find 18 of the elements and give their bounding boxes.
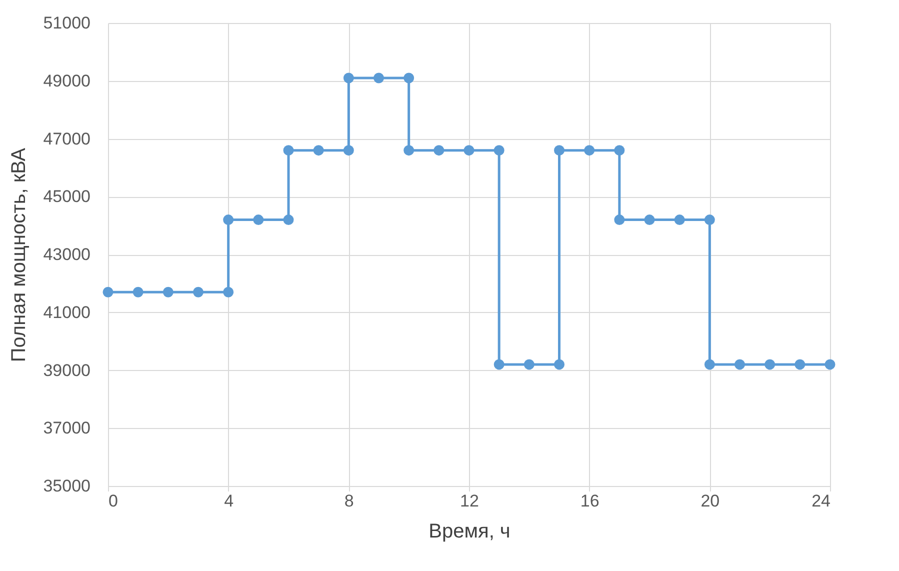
- y-tick-label: 39000: [43, 360, 90, 380]
- x-axis-title: Время, ч: [428, 520, 510, 542]
- y-tick-label: 43000: [43, 245, 90, 264]
- x-tick-label: 0: [108, 492, 118, 510]
- y-tick-label: 41000: [43, 302, 90, 322]
- x-tick-label: 8: [344, 492, 354, 510]
- y-tick-label: 47000: [43, 129, 90, 148]
- x-tick-label: 20: [700, 492, 720, 510]
- y-tick-label: 45000: [43, 187, 90, 206]
- y-tick-label: 51000: [43, 14, 90, 32]
- x-tick-label: 24: [812, 492, 830, 510]
- x-tick-label: 16: [580, 492, 600, 510]
- x-tick-label: 4: [224, 492, 234, 510]
- y-tick-label: 37000: [43, 418, 90, 438]
- y-axis-title: Полная мощность, кВА: [8, 147, 30, 362]
- y-tick-label: 35000: [43, 476, 90, 496]
- y-tick-label: 49000: [43, 71, 90, 90]
- x-tick-label: 12: [460, 492, 479, 510]
